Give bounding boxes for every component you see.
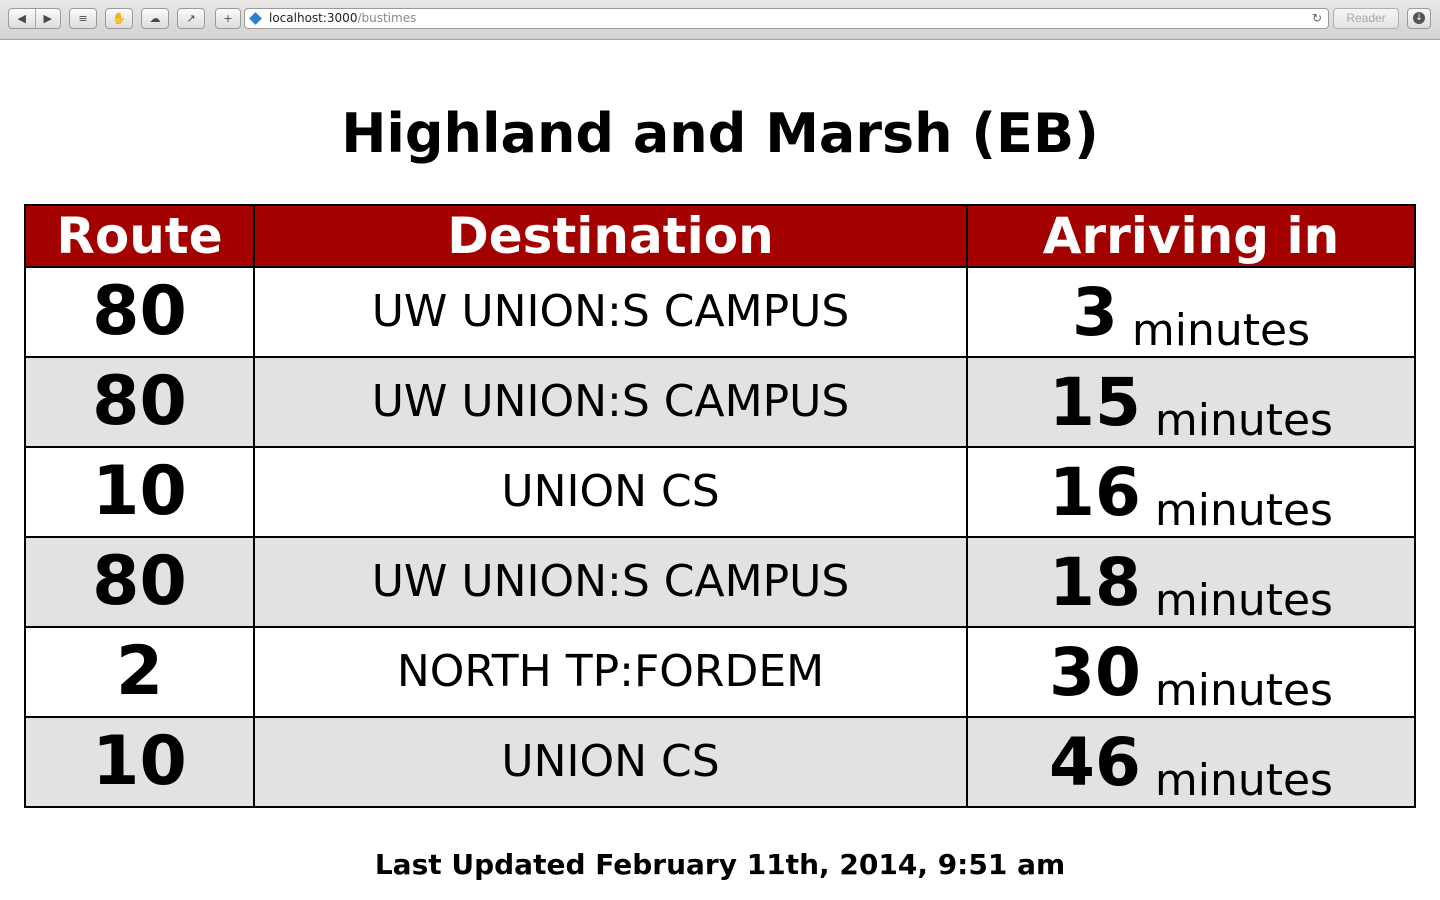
destination-cell: UW UNION:S CAMPUS <box>253 356 968 448</box>
new-tab-icon[interactable]: + <box>215 8 241 29</box>
table-row: 10 UNION CS 16 minutes <box>24 446 1416 538</box>
url-text: localhost:3000/bustimes <box>269 11 417 25</box>
table-row: 80 UW UNION:S CAMPUS 15 minutes <box>24 356 1416 448</box>
downloads-button[interactable]: ↓ <box>1407 8 1431 29</box>
cloud-icon[interactable]: ☁ <box>141 8 169 29</box>
arrival-cell: 46 minutes <box>966 716 1416 808</box>
reload-icon[interactable]: ↻ <box>1311 11 1322 25</box>
hand-icon[interactable]: ✋ <box>105 8 133 29</box>
arrivals-table: Route Destination Arriving in 80 UW UNIO… <box>24 204 1416 808</box>
arrival-cell: 3 minutes <box>966 266 1416 358</box>
address-bar[interactable]: localhost:3000/bustimes ↻ <box>244 8 1329 29</box>
back-icon[interactable]: ◀ <box>17 12 26 25</box>
minutes-value: 15 <box>1049 363 1141 441</box>
minutes-value: 16 <box>1049 453 1141 531</box>
header-destination: Destination <box>253 204 968 268</box>
minutes-unit: minutes <box>1154 394 1333 446</box>
table-row: 80 UW UNION:S CAMPUS 18 minutes <box>24 536 1416 628</box>
reader-button[interactable]: Reader <box>1333 8 1399 29</box>
table-header-row: Route Destination Arriving in <box>24 204 1416 268</box>
minutes-unit: minutes <box>1131 304 1311 356</box>
favicon-icon <box>249 12 262 25</box>
table-row: 80 UW UNION:S CAMPUS 3 minutes <box>24 266 1416 358</box>
arrival-cell: 16 minutes <box>966 446 1416 538</box>
minutes-value: 3 <box>1071 273 1118 351</box>
route-cell: 80 <box>24 356 255 448</box>
browser-toolbar: ◀ ▶ ≡ ✋ ☁ ↗ + localhost:3000/bustimes ↻ R… <box>0 0 1440 40</box>
route-cell: 2 <box>24 626 255 718</box>
header-route: Route <box>24 204 255 268</box>
table-row: 10 UNION CS 46 minutes <box>24 716 1416 808</box>
page-title: Highland and Marsh (EB) <box>341 102 1099 165</box>
route-cell: 10 <box>24 446 255 538</box>
arrival-cell: 15 minutes <box>966 356 1416 448</box>
arrival-cell: 30 minutes <box>966 626 1416 718</box>
minutes-value: 46 <box>1049 723 1141 801</box>
forward-icon[interactable]: ▶ <box>34 9 61 28</box>
destination-cell: UNION CS <box>253 446 968 538</box>
table-row: 2 NORTH TP:FORDEM 30 minutes <box>24 626 1416 718</box>
minutes-unit: minutes <box>1154 754 1333 806</box>
minutes-unit: minutes <box>1154 484 1333 536</box>
route-cell: 10 <box>24 716 255 808</box>
share-icon[interactable]: ↗ <box>177 8 205 29</box>
last-updated-text: Last Updated February 11th, 2014, 9:51 a… <box>374 848 1066 881</box>
destination-cell: UW UNION:S CAMPUS <box>253 536 968 628</box>
minutes-unit: minutes <box>1154 664 1333 716</box>
minutes-value: 30 <box>1049 633 1141 711</box>
route-cell: 80 <box>24 266 255 358</box>
destination-cell: UW UNION:S CAMPUS <box>253 266 968 358</box>
layers-icon[interactable]: ≡ <box>69 8 97 29</box>
minutes-value: 18 <box>1049 543 1141 621</box>
back-forward-buttons[interactable]: ◀ ▶ <box>8 8 61 29</box>
destination-cell: NORTH TP:FORDEM <box>253 626 968 718</box>
destination-cell: UNION CS <box>253 716 968 808</box>
download-icon: ↓ <box>1413 12 1425 24</box>
minutes-unit: minutes <box>1154 574 1333 626</box>
arrival-cell: 18 minutes <box>966 536 1416 628</box>
route-cell: 80 <box>24 536 255 628</box>
header-arriving: Arriving in <box>966 204 1416 268</box>
